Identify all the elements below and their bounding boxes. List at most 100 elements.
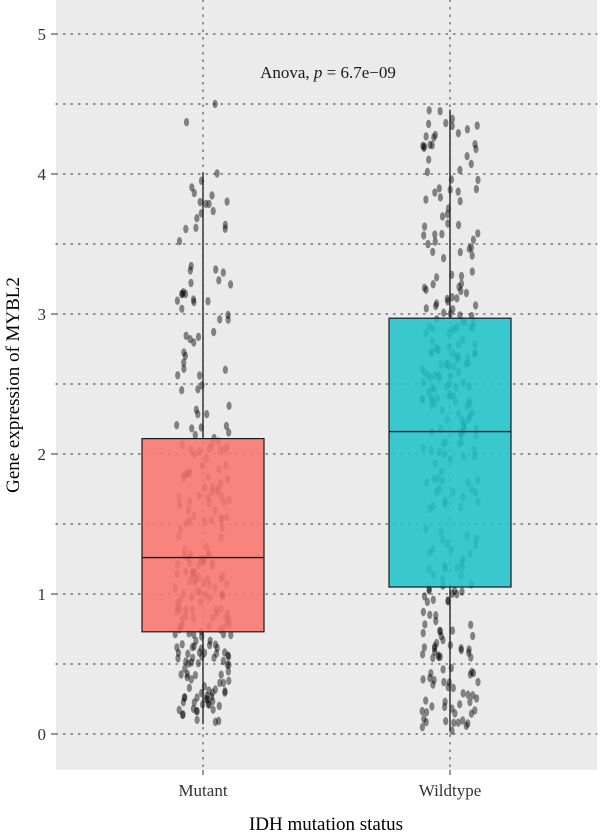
data-point xyxy=(457,248,463,257)
data-point xyxy=(475,677,481,687)
data-point xyxy=(469,267,475,276)
data-point xyxy=(216,276,222,285)
data-point xyxy=(197,371,203,380)
data-point xyxy=(217,315,223,324)
data-point xyxy=(194,715,200,725)
data-point xyxy=(425,239,431,249)
data-point xyxy=(188,658,194,667)
data-point xyxy=(450,683,456,693)
data-point xyxy=(440,665,446,674)
data-point xyxy=(193,636,199,646)
data-point xyxy=(441,677,447,687)
box-mutant xyxy=(141,438,265,633)
data-point xyxy=(180,288,187,297)
data-point xyxy=(178,670,184,679)
data-point xyxy=(421,142,427,151)
data-point xyxy=(426,119,432,129)
data-point xyxy=(460,689,466,698)
data-point xyxy=(184,672,190,682)
data-point xyxy=(450,305,456,314)
data-point xyxy=(203,199,209,209)
data-point xyxy=(420,628,426,638)
data-point xyxy=(174,643,180,652)
data-point xyxy=(193,223,199,232)
data-point xyxy=(431,133,437,142)
data-point xyxy=(443,717,449,726)
data-point xyxy=(216,716,222,726)
data-point xyxy=(197,197,203,207)
data-point xyxy=(188,278,194,288)
box-wildtype xyxy=(388,317,512,588)
data-point xyxy=(473,144,479,154)
data-point xyxy=(466,244,472,253)
data-point xyxy=(174,296,180,305)
data-point xyxy=(210,705,216,714)
y-tick-label: 0 xyxy=(38,725,47,744)
data-point xyxy=(193,706,200,716)
data-point xyxy=(442,702,448,712)
data-point xyxy=(222,224,228,233)
data-point xyxy=(211,653,217,662)
data-point xyxy=(228,280,234,289)
x-axis-title: IDH mutation status xyxy=(249,814,403,835)
data-point xyxy=(212,99,218,109)
data-point xyxy=(183,118,190,127)
data-point xyxy=(473,184,479,194)
data-point xyxy=(214,169,220,178)
data-point xyxy=(191,698,197,707)
data-point xyxy=(474,121,480,130)
data-point xyxy=(176,705,182,715)
data-point xyxy=(422,620,428,629)
data-point xyxy=(437,652,443,661)
data-point xyxy=(420,141,426,151)
data-point xyxy=(432,644,438,653)
data-point xyxy=(224,660,230,669)
data-point xyxy=(182,289,189,299)
data-point xyxy=(421,143,427,153)
annotation-p-symbol: p xyxy=(313,63,323,82)
data-point xyxy=(430,653,436,663)
data-point xyxy=(183,224,189,234)
data-point xyxy=(427,610,433,620)
data-point xyxy=(190,295,197,304)
data-point xyxy=(470,669,477,678)
data-point xyxy=(206,700,212,709)
data-point xyxy=(430,595,436,605)
data-point xyxy=(179,386,185,395)
data-point xyxy=(222,687,228,696)
data-point xyxy=(182,664,188,673)
data-point xyxy=(458,645,464,655)
data-point xyxy=(423,304,429,313)
data-point xyxy=(180,710,186,719)
data-point xyxy=(463,721,469,731)
data-point xyxy=(449,726,455,735)
data-point xyxy=(433,611,439,620)
data-point xyxy=(419,723,425,732)
plot-panel xyxy=(56,0,597,770)
data-point xyxy=(445,297,451,306)
data-point xyxy=(428,669,434,678)
y-tick-label: 1 xyxy=(38,585,47,604)
data-point xyxy=(204,691,210,701)
data-point xyxy=(183,657,189,666)
data-point xyxy=(434,299,440,308)
data-point xyxy=(211,327,217,337)
data-point xyxy=(175,648,182,658)
data-point xyxy=(422,222,428,231)
data-point xyxy=(449,626,456,635)
data-point xyxy=(458,644,464,653)
data-point xyxy=(424,167,430,177)
data-point xyxy=(473,301,479,310)
data-point xyxy=(206,686,212,695)
data-point xyxy=(210,697,216,706)
data-point xyxy=(421,231,427,240)
data-point xyxy=(225,667,231,676)
data-point xyxy=(181,348,187,357)
data-point xyxy=(468,653,474,662)
data-point xyxy=(187,266,193,275)
data-point xyxy=(185,659,191,668)
data-point xyxy=(440,635,446,645)
data-point xyxy=(444,210,450,219)
data-point xyxy=(181,693,187,702)
data-point xyxy=(190,653,196,663)
